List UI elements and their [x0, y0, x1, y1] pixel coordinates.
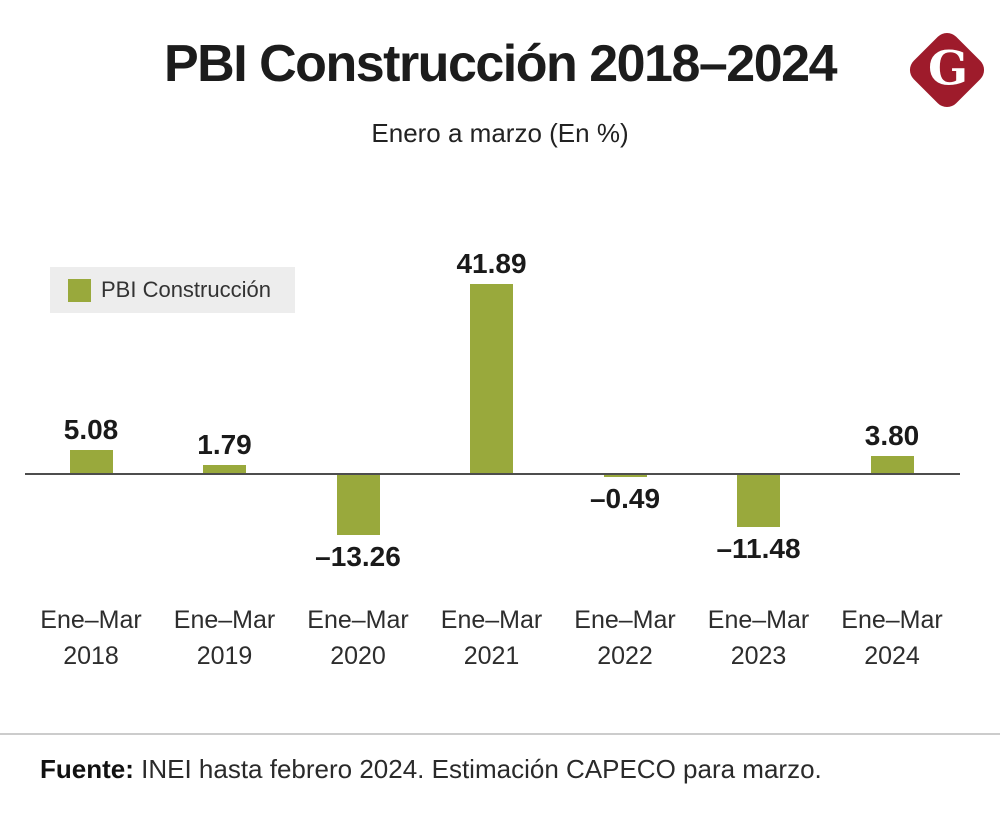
- x-axis-line: [25, 473, 960, 475]
- legend-swatch-icon: [68, 278, 91, 302]
- value-label-2018: 5.08: [63, 414, 119, 445]
- x-label-year: 2023: [730, 642, 787, 670]
- x-label-year: 2018: [63, 642, 119, 670]
- x-label-year: 2021: [463, 642, 520, 670]
- source-note: Fuente: INEI hasta febrero 2024. Estimac…: [40, 754, 822, 785]
- bar-2019: [203, 465, 246, 473]
- value-label-2020: –13.26: [315, 541, 401, 572]
- source-text: INEI hasta febrero 2024. Estimación CAPE…: [133, 754, 822, 784]
- x-axis-label-2020: Ene–Mar 2020: [288, 602, 428, 674]
- footer-divider: [0, 733, 1000, 735]
- x-axis-label-2022: Ene–Mar 2022: [555, 602, 695, 674]
- x-label-period: Ene–Mar: [841, 606, 943, 634]
- x-label-period: Ene–Mar: [173, 606, 276, 634]
- x-label-period: Ene–Mar: [40, 606, 142, 634]
- bar-2023: [737, 475, 780, 527]
- x-label-period: Ene–Mar: [574, 606, 676, 634]
- x-axis-label-2024: Ene–Mar 2024: [822, 602, 962, 674]
- x-label-year: 2024: [864, 642, 920, 670]
- x-label-period: Ene–Mar: [307, 606, 409, 634]
- x-axis-label-2018: Ene–Mar 2018: [21, 602, 161, 674]
- bar-2018: [69, 450, 113, 473]
- x-label-year: 2020: [330, 642, 386, 670]
- chart-subtitle: Enero a marzo (En %): [371, 118, 629, 148]
- x-axis-label-2021: Ene–Mar 2021: [422, 602, 562, 674]
- bar-2021: [470, 284, 513, 473]
- x-axis-label-2023: Ene–Mar 2023: [689, 602, 829, 674]
- source-label: Fuente:: [40, 754, 134, 784]
- value-label-2022: –0.49: [589, 483, 661, 514]
- x-axis-label-2019: Ene–Mar 2019: [155, 602, 295, 674]
- x-label-period: Ene–Mar: [707, 606, 810, 634]
- x-label-year: 2019: [196, 642, 253, 670]
- value-label-2023: –11.48: [716, 533, 801, 564]
- x-label-year: 2022: [597, 642, 653, 670]
- value-label-2019: 1.79: [197, 429, 252, 460]
- legend-label: PBI Construcción: [101, 277, 271, 302]
- x-label-period: Ene–Mar: [440, 606, 543, 634]
- value-label-2021: 41.89: [456, 248, 527, 279]
- value-label-2024: 3.80: [864, 420, 920, 451]
- bar-2024: [870, 456, 914, 473]
- bar-2020: [336, 475, 380, 535]
- legend: PBI Construcción: [50, 267, 295, 313]
- page-title: PBI Construcción 2018–2024: [164, 35, 838, 93]
- bar-2022: [603, 475, 647, 477]
